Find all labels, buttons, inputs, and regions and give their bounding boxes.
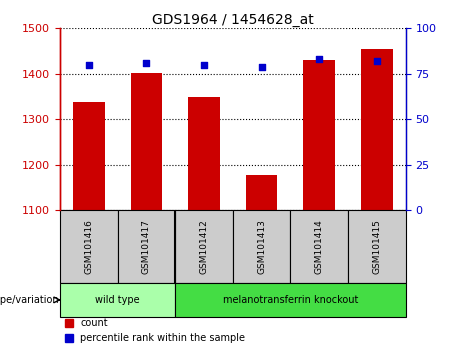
Text: GSM101417: GSM101417 <box>142 219 151 274</box>
Bar <box>73 102 105 210</box>
Point <box>142 60 150 66</box>
Point <box>200 62 207 68</box>
Text: wild type: wild type <box>95 295 140 305</box>
Point <box>258 64 266 69</box>
Bar <box>60 210 118 283</box>
Bar <box>233 210 290 283</box>
Bar <box>246 175 278 210</box>
Bar <box>188 97 220 210</box>
Text: GSM101414: GSM101414 <box>315 219 324 274</box>
Text: GSM101413: GSM101413 <box>257 219 266 274</box>
Text: GSM101412: GSM101412 <box>200 219 208 274</box>
Point <box>315 56 323 62</box>
Bar <box>175 283 406 316</box>
Bar <box>303 60 335 210</box>
Text: genotype/variation: genotype/variation <box>0 295 59 305</box>
Point <box>85 62 92 68</box>
Bar <box>361 49 393 210</box>
Title: GDS1964 / 1454628_at: GDS1964 / 1454628_at <box>152 13 313 27</box>
Text: GSM101416: GSM101416 <box>84 219 93 274</box>
Bar <box>118 210 175 283</box>
Legend: count, percentile rank within the sample: count, percentile rank within the sample <box>65 318 245 343</box>
Bar <box>175 210 233 283</box>
Point <box>373 58 381 64</box>
Text: melanotransferrin knockout: melanotransferrin knockout <box>223 295 358 305</box>
Bar <box>130 73 162 210</box>
Text: GSM101415: GSM101415 <box>372 219 381 274</box>
Bar <box>348 210 406 283</box>
Bar <box>290 210 348 283</box>
Bar <box>60 283 175 316</box>
